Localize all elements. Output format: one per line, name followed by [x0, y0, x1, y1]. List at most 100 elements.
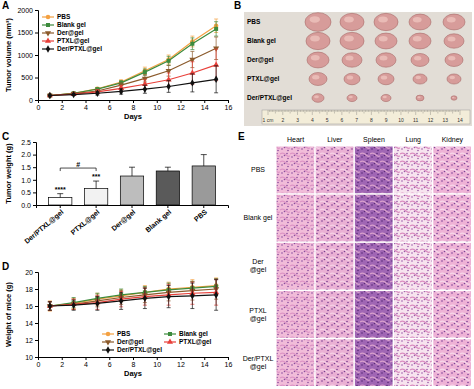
annotation: *** — [92, 173, 100, 180]
axis-line — [35, 11, 39, 101]
tick-label: 12 — [177, 104, 185, 111]
tick: 6 — [108, 100, 112, 111]
ruler-tick — [374, 110, 375, 112]
ruler-tick — [281, 110, 282, 112]
tissue-image — [277, 147, 315, 194]
legend-label: PTXL@gel — [179, 338, 212, 346]
tumor — [443, 14, 465, 30]
bar — [49, 197, 72, 205]
ruler-tick — [335, 110, 336, 112]
tick-mark — [62, 357, 63, 360]
point — [166, 83, 170, 90]
ruler-tick — [328, 110, 329, 112]
ruler-tick — [436, 110, 437, 112]
ruler-tick — [334, 110, 335, 114]
tumor-highlight — [414, 56, 421, 61]
point — [48, 92, 52, 99]
ruler-tick — [306, 110, 307, 112]
tick: 2 — [60, 100, 64, 111]
tumor-highlight — [448, 37, 456, 42]
point — [119, 297, 123, 304]
ruler-tick — [347, 110, 348, 112]
ruler-tick — [440, 110, 441, 112]
error-bar — [72, 299, 76, 309]
row-label: PTXL — [249, 307, 267, 314]
point — [48, 302, 52, 309]
ruler-tick — [415, 110, 416, 115]
error-bar — [48, 302, 52, 311]
tissue-image — [394, 339, 432, 386]
tick-mark — [35, 55, 38, 56]
tick: 2.5 — [21, 139, 36, 146]
ruler-tick — [355, 110, 356, 112]
ruler-tick — [309, 110, 310, 112]
ruler-tick — [397, 110, 398, 112]
point — [190, 42, 194, 46]
legend-label: Der@gel — [57, 29, 84, 37]
tick-label: Der@gel — [110, 208, 137, 233]
tick-label: 14 — [201, 104, 209, 111]
legend-label: Der@gel — [117, 338, 144, 346]
error-bar — [167, 81, 171, 93]
ruler-tick — [269, 110, 270, 112]
legend-marker — [168, 332, 172, 336]
point — [143, 295, 147, 302]
ruler-tick — [418, 110, 419, 112]
y-axis: 0500100015002000 — [17, 7, 38, 104]
error-bar — [95, 296, 99, 310]
tumor-highlight — [312, 75, 319, 80]
ruler-tick — [284, 110, 285, 112]
point — [95, 300, 99, 307]
row-label: PBS — [251, 166, 265, 173]
tick-label: 20 — [25, 269, 33, 276]
panel-label: C — [2, 131, 9, 142]
tick-mark — [167, 205, 168, 208]
tick-mark — [35, 272, 38, 273]
ruler-label: 8 — [370, 117, 373, 123]
point — [143, 70, 147, 74]
ruler-tick — [362, 110, 363, 112]
tissue-image — [355, 243, 393, 290]
legend-entry: Der@gel — [102, 338, 144, 346]
tumor-photo: PBSBlank gelDer@gelPTXL@gelDer/PTXL@gel1… — [244, 12, 472, 126]
tissue-image — [394, 291, 432, 338]
error-bar — [190, 74, 194, 92]
tissue-image — [394, 147, 432, 194]
tumor — [444, 34, 464, 48]
histology: HeartLiverSpleenLungKidneyPBSBlank gelDe… — [243, 136, 471, 386]
column-header: Liver — [327, 136, 343, 143]
ruler-tick — [380, 110, 381, 112]
point — [71, 301, 75, 308]
tissue-image — [433, 339, 471, 386]
tumor — [447, 74, 461, 84]
tick: 0 — [37, 357, 41, 368]
line-chart: 02468101214160500100015002000DaysTumor v… — [4, 7, 233, 121]
plot-area — [47, 19, 219, 99]
tissue-image — [277, 195, 315, 242]
ruler-tick — [406, 110, 407, 112]
column-header: Spleen — [363, 136, 385, 144]
ruler-tick — [273, 110, 274, 112]
tumor — [374, 13, 398, 30]
column-header: Heart — [287, 136, 304, 143]
ruler-label: 3 — [296, 117, 299, 123]
ruler-label: 2 — [281, 117, 284, 123]
ruler-tick — [430, 110, 431, 115]
ruler-tick — [452, 110, 453, 114]
row-label: Blank gel — [247, 37, 276, 45]
tumor — [312, 94, 324, 103]
ruler-tick — [297, 110, 298, 115]
tick-label: 16 — [25, 303, 33, 310]
error-bar — [165, 167, 171, 171]
ruler-tick — [307, 110, 308, 112]
tick: 8 — [132, 100, 136, 111]
tumor — [409, 33, 431, 49]
tissue-image — [355, 291, 393, 338]
legend-marker — [106, 332, 111, 337]
ruler-tick — [294, 110, 295, 112]
ruler-tick — [332, 110, 333, 112]
error-bar — [48, 301, 52, 311]
ruler-tick — [396, 110, 397, 112]
ruler-tick — [361, 110, 362, 112]
error-bar — [190, 283, 194, 309]
